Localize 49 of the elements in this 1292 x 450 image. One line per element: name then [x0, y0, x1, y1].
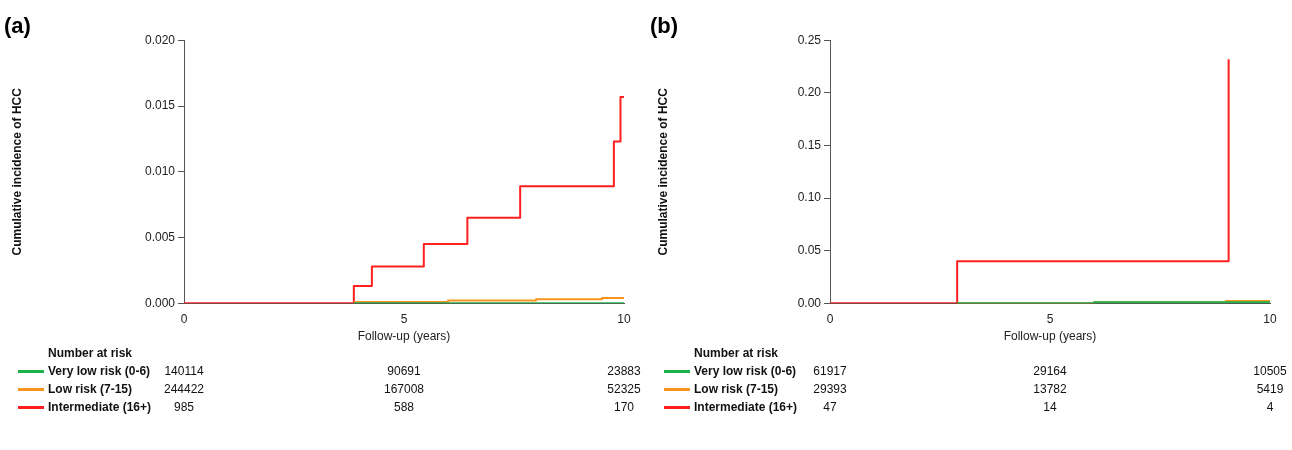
y-tick-label: 0.15	[797, 137, 822, 152]
y-tick-label: 0.00	[797, 295, 822, 310]
text: 52325	[606, 382, 642, 396]
y-tick-label: 0.20	[797, 85, 822, 100]
x-tick-label: 5	[400, 311, 408, 326]
text: 10505	[1252, 364, 1288, 378]
text: 90691	[386, 364, 422, 378]
chart-title: (b)	[650, 13, 679, 39]
text: 61917	[812, 364, 848, 378]
y-tick-label: 0.10	[797, 190, 822, 205]
text: 140114	[163, 364, 205, 378]
x-tick-label: 10	[1263, 311, 1277, 326]
text: 47	[822, 400, 838, 414]
x-axis-title: Follow-up (years)	[357, 329, 451, 344]
text: 167008	[382, 382, 425, 396]
legend-label: Very low risk (0-6)	[48, 364, 151, 378]
legend-label: Intermediate (16+)	[48, 400, 152, 414]
text: 23883	[606, 364, 642, 378]
y-tick-label: 0.010	[144, 164, 176, 179]
text: 170	[613, 400, 635, 414]
legend-label: Low risk (7-15)	[694, 382, 779, 396]
y-tick-label: 0.25	[797, 32, 822, 47]
text: 13782	[1032, 382, 1068, 396]
text: Number at risk	[48, 346, 133, 360]
text: 14	[1042, 400, 1058, 414]
y-tick-label: 0.05	[797, 242, 822, 257]
x-tick-label: 0	[826, 311, 834, 326]
chart-title: (a)	[4, 13, 31, 39]
y-tick-label: 0.020	[144, 32, 176, 47]
x-tick-label: 5	[1046, 311, 1054, 326]
legend-label: Low risk (7-15)	[48, 382, 133, 396]
y-tick-label: 0.005	[144, 229, 176, 244]
text: Number at risk	[694, 346, 779, 360]
legend-label: Very low risk (0-6)	[694, 364, 797, 378]
text: 4	[1265, 400, 1275, 414]
text: 985	[173, 400, 195, 414]
text: 29164	[1032, 364, 1068, 378]
text: 244422	[162, 382, 205, 396]
x-tick-label: 0	[180, 311, 188, 326]
x-axis-title: Follow-up (years)	[1003, 329, 1097, 344]
y-axis-title: Cumulative incidence of HCC	[9, 87, 24, 256]
x-tick-label: 10	[617, 311, 631, 326]
text: 5419	[1255, 382, 1285, 396]
text: 588	[393, 400, 415, 414]
y-tick-label: 0.015	[144, 98, 176, 113]
y-tick-label: 0.000	[144, 295, 176, 310]
legend-label: Intermediate (16+)	[694, 400, 798, 414]
text: 29393	[812, 382, 848, 396]
y-axis-title: Cumulative incidence of HCC	[655, 87, 670, 256]
